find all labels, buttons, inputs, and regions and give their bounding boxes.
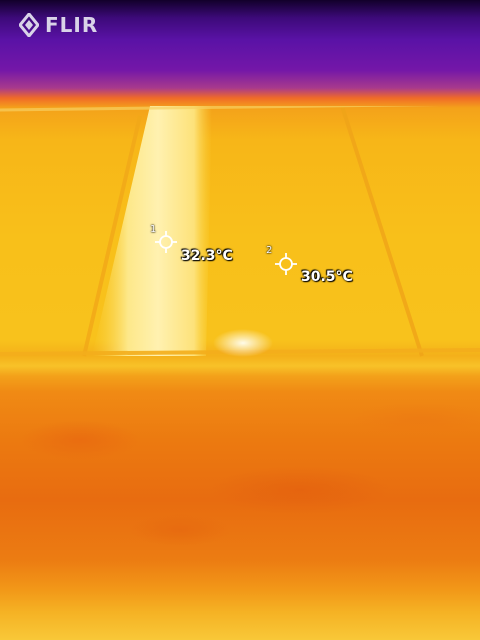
flir-diamond-icon xyxy=(19,13,39,37)
spot-2-index: 2 xyxy=(266,245,273,256)
ground-region xyxy=(0,380,480,580)
spot-2-temperature: 30.5°C xyxy=(301,269,353,285)
spot-1-index: 1 xyxy=(150,224,157,235)
flir-logo: FLIR xyxy=(19,12,98,38)
spot-1-temperature: 32.3°C xyxy=(181,248,233,264)
crosshair-icon[interactable] xyxy=(155,231,177,253)
logo-text: FLIR xyxy=(45,13,99,37)
crosshair-icon[interactable] xyxy=(275,253,297,275)
